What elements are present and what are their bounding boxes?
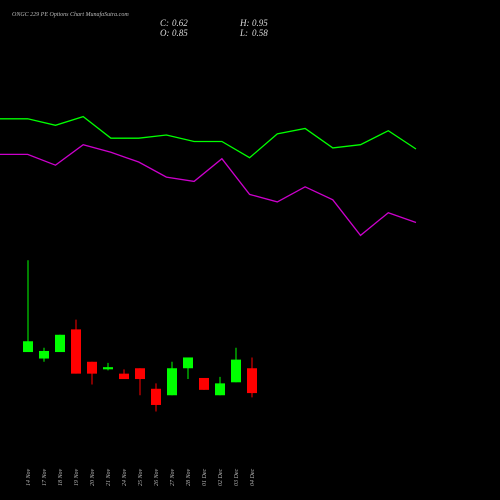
candle-body — [103, 367, 113, 370]
summary-label: O: — [160, 28, 170, 38]
candle-body — [87, 361, 97, 374]
candle-body — [199, 377, 209, 390]
x-tick-label: 19 Nov — [74, 468, 80, 486]
x-tick-label: 20 Nov — [90, 468, 96, 486]
candle-body — [247, 368, 257, 394]
x-tick-label: 21 Nov — [106, 468, 112, 486]
candle-body — [135, 368, 145, 380]
x-tick-label: 04 Dec — [249, 469, 256, 486]
candle-body — [215, 383, 225, 396]
x-tick-label: 24 Nov — [121, 468, 128, 486]
x-tick-label: 03 Dec — [234, 469, 240, 486]
candle-body — [167, 368, 177, 396]
candle-body — [39, 350, 49, 359]
x-tick-label: 14 Nov — [25, 468, 32, 486]
candle-body — [23, 341, 33, 353]
candle-body — [71, 329, 81, 374]
candle-body — [119, 373, 129, 380]
chart-title: ONGC 229 PE Options Chart MunafaSutra.co… — [12, 11, 129, 18]
candle-body — [231, 359, 241, 383]
summary-value: 0.62 — [172, 18, 188, 28]
x-tick-label: 25 Nov — [138, 468, 144, 486]
x-tick-label: 17 Nov — [42, 468, 48, 486]
x-tick-label: 27 Nov — [170, 468, 176, 486]
x-tick-label: 18 Nov — [58, 468, 64, 486]
summary-label: C: — [160, 18, 169, 28]
x-tick-label: 26 Nov — [154, 468, 160, 486]
summary-value: 0.58 — [252, 28, 268, 38]
line-series — [0, 115, 417, 159]
candle-body — [183, 357, 193, 369]
line-series — [0, 143, 417, 237]
x-tick-label: 02 Dec — [218, 469, 224, 486]
summary-label: H: — [239, 18, 250, 28]
x-tick-label: 01 Dec — [202, 469, 208, 486]
summary-label: L: — [239, 28, 248, 38]
candle-body — [151, 388, 161, 405]
summary-value: 0.95 — [252, 18, 268, 28]
summary-value: 0.85 — [172, 28, 188, 38]
x-tick-label: 28 Nov — [186, 468, 192, 486]
candle-body — [55, 334, 65, 353]
